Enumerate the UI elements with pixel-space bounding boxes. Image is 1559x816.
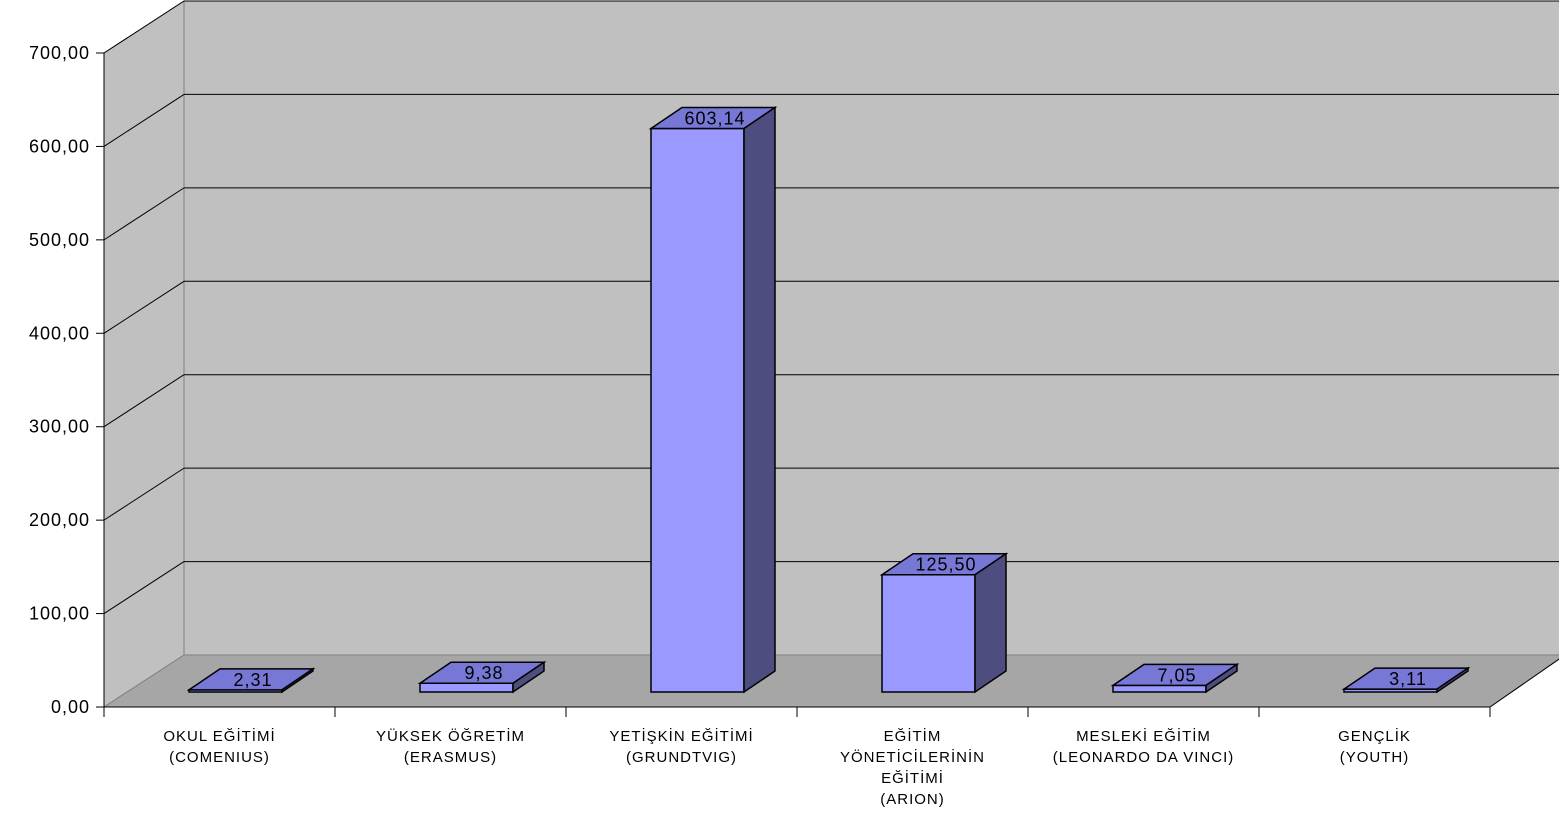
x-category-label-line: MESLEKİ EĞİTİM	[1076, 727, 1211, 745]
bar-side	[744, 107, 775, 692]
y-tick-label: 500,00	[29, 230, 90, 250]
bar-side	[975, 554, 1006, 692]
x-category-label-line: OKUL EĞİTİMİ	[163, 727, 275, 745]
x-category-label-line: (ARION)	[880, 791, 945, 808]
x-category-label-line: (GRUNDTVIG)	[626, 749, 737, 766]
data-label: 7,05	[1157, 665, 1196, 685]
x-category-label: MESLEKİ EĞİTİM (LEONARDO DA VINCI)	[1053, 727, 1235, 766]
x-category-label: OKUL EĞİTİMİ (COMENIUS)	[163, 727, 275, 766]
data-label: 2,31	[233, 670, 272, 690]
back-wall	[184, 1, 1559, 655]
chart-walls	[104, 1, 1559, 707]
y-axis-tick-labels: 0,00 100,00 200,00 300,00 400,00 500,00 600,00…	[29, 43, 90, 717]
x-category-label-line: EĞİTİMİ	[881, 769, 944, 787]
bar-front	[420, 683, 513, 692]
y-tick-label: 600,00	[29, 136, 90, 156]
y-tick-label: 100,00	[29, 604, 90, 624]
bar-front	[882, 575, 975, 692]
x-category-label-line: (YOUTH)	[1340, 749, 1410, 766]
x-category-label: YÜKSEK ÖĞRETİM (ERASMUS)	[376, 727, 525, 766]
data-label: 9,38	[464, 663, 503, 683]
bar-front	[1113, 685, 1206, 692]
y-tick-label: 0,00	[51, 697, 90, 717]
data-label: 3,11	[1389, 669, 1427, 689]
x-axis-category-labels: OKUL EĞİTİMİ (COMENIUS) YÜKSEK ÖĞRETİM (ERA…	[163, 727, 1411, 808]
x-category-label: EĞİTİM YÖNETİCİLERİNİN EĞİTİMİ (ARION)	[840, 727, 985, 808]
x-category-label-line: GENÇLİK	[1338, 727, 1411, 745]
x-category-label-line: (ERASMUS)	[404, 749, 497, 766]
x-category-label-line: YETİŞKİN EĞİTİMİ	[609, 727, 753, 745]
x-category-label: GENÇLİK (YOUTH)	[1338, 727, 1411, 766]
x-category-label-line: (LEONARDO DA VINCI)	[1053, 749, 1235, 766]
x-category-label-line: (COMENIUS)	[169, 749, 270, 766]
floor	[104, 655, 1559, 707]
x-category-label-line: EĞİTİM	[884, 727, 942, 745]
x-category-label-line: YÖNETİCİLERİNİN	[840, 748, 985, 766]
bar-front	[651, 128, 744, 692]
side-wall	[104, 1, 184, 707]
y-tick-label: 300,00	[29, 417, 90, 437]
x-category-label-line: YÜKSEK ÖĞRETİM	[376, 727, 525, 745]
y-tick-label: 700,00	[29, 43, 90, 63]
data-label: 125,50	[915, 555, 976, 575]
data-label: 603,14	[684, 108, 745, 128]
y-tick-label: 200,00	[29, 510, 90, 530]
y-tick-label: 400,00	[29, 323, 90, 343]
x-category-label: YETİŞKİN EĞİTİMİ (GRUNDTVIG)	[609, 727, 753, 766]
